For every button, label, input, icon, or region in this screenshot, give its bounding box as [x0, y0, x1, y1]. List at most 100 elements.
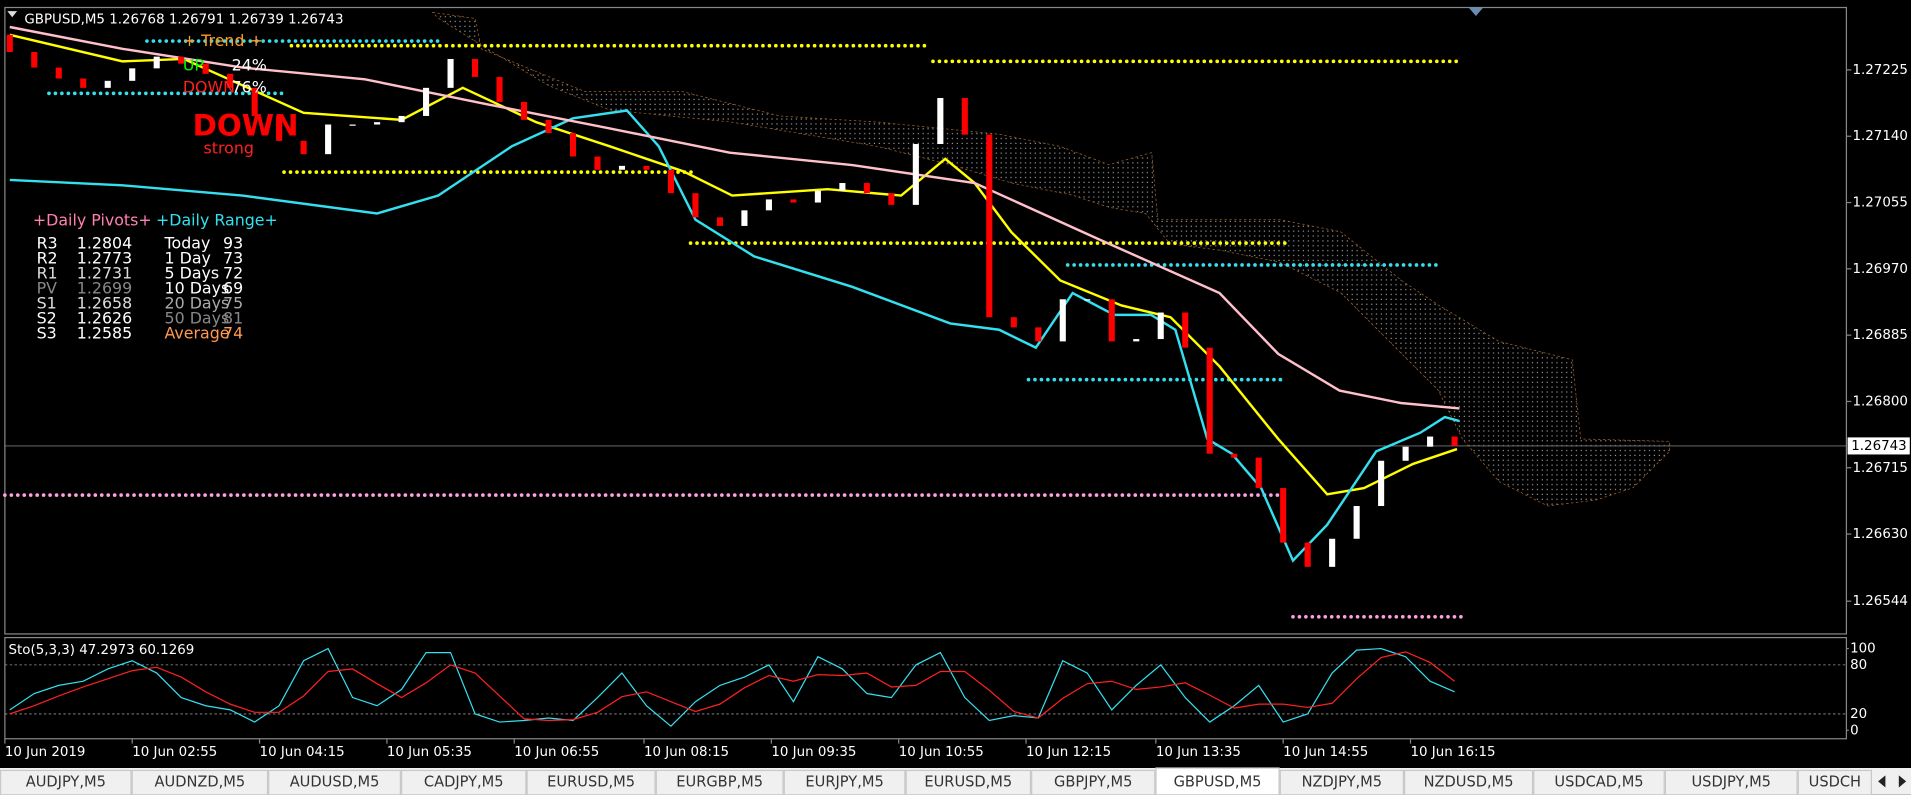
tab[interactable]: [0, 769, 132, 795]
range-value: 69: [223, 278, 243, 297]
pivot-name: R1: [37, 263, 58, 282]
candle-body: [1280, 488, 1287, 543]
tab-label[interactable]: USDCH: [1809, 774, 1861, 791]
tab-label[interactable]: NZDUSD,M5: [1424, 774, 1514, 791]
x-tick-label: 10 Jun 16:15: [1411, 745, 1496, 760]
tab[interactable]: [1155, 767, 1280, 795]
pivot-name: PV: [37, 278, 58, 297]
menu-arrow[interactable]: [7, 11, 18, 18]
y-tick-label: 1.26970: [1853, 262, 1908, 277]
x-tick-label: 10 Jun 06:55: [514, 745, 599, 760]
stochastic-line: [9, 647, 1455, 728]
tab-bar: AUDJPY,M5 AUDNZD,M5 AUDUSD,M5 CADJPY,M5 EURU…: [0, 767, 1911, 795]
y-tick-label: 1.26630: [1853, 527, 1908, 542]
candle-body: [790, 199, 797, 203]
y-tick-label: 1.26885: [1853, 328, 1908, 343]
tab-label[interactable]: USDJPY,M5: [1691, 774, 1770, 791]
candle-body: [888, 193, 895, 205]
y-tick-label: 1.26715: [1853, 461, 1908, 476]
tab[interactable]: [1664, 769, 1798, 795]
ichimoku-cloud: [431, 11, 1671, 507]
candle-body: [325, 124, 332, 155]
range-name: 10 Days: [165, 278, 230, 297]
tab-label[interactable]: USDCAD,M5: [1554, 774, 1643, 791]
candle-body: [129, 68, 136, 81]
tab-scroll-right[interactable]: [1898, 775, 1907, 788]
range-name: 1 Day: [165, 248, 211, 267]
candle-body: [986, 134, 993, 318]
tab-label[interactable]: AUDUSD,M5: [290, 774, 380, 791]
range-title: +Daily Range+: [156, 210, 278, 229]
tab[interactable]: [268, 769, 401, 795]
tab-label[interactable]: CADJPY,M5: [424, 774, 504, 791]
y-tick-label: 1.27140: [1853, 129, 1908, 144]
pivot-name: S1: [37, 293, 57, 312]
y-tick-label: 1.27055: [1853, 196, 1908, 211]
y-tick-label: 100: [1850, 642, 1876, 657]
tab-scroll-left[interactable]: [1878, 775, 1886, 788]
current-price-box: [1847, 437, 1910, 455]
candle-body: [863, 183, 870, 194]
tab-label[interactable]: EURGBP,M5: [676, 774, 763, 791]
range-value: 74: [223, 323, 243, 342]
x-tick-label: 10 Jun 12:15: [1026, 745, 1111, 760]
pivot-name: R2: [37, 248, 58, 267]
main-frame: [4, 6, 1848, 635]
tab[interactable]: [905, 769, 1032, 795]
range-name: 50 Days: [165, 308, 230, 327]
tab[interactable]: [783, 769, 906, 795]
tab-label[interactable]: EURUSD,M5: [924, 774, 1012, 791]
y-tick-label: 80: [1850, 658, 1867, 673]
pivot-value: 1.2773: [77, 248, 132, 267]
y-tick-label: 0: [1850, 723, 1859, 738]
candle-body: [1353, 505, 1360, 539]
candle-body: [1133, 339, 1140, 342]
tab-label[interactable]: EURUSD,M5: [547, 774, 635, 791]
current-price-label: 1.26743: [1851, 439, 1906, 454]
candle-body: [1329, 538, 1336, 567]
tab-label[interactable]: GBPUSD,M5: [1174, 774, 1262, 791]
tab[interactable]: [1279, 769, 1404, 795]
x-tick-label: 10 Jun 08:15: [644, 745, 729, 760]
range-value: 72: [223, 263, 243, 282]
candle-body: [667, 169, 675, 194]
pivot-value: 1.2626: [77, 308, 132, 327]
tab-label[interactable]: AUDNZD,M5: [155, 774, 246, 791]
candle-body: [447, 58, 454, 88]
candle-body: [1108, 299, 1115, 342]
indicator-line: [9, 109, 1460, 563]
candle-body: [496, 76, 503, 102]
trend-title: + Trend +: [183, 31, 263, 50]
range-name: 20 Days: [165, 293, 230, 312]
candle-body: [276, 115, 283, 141]
x-tick-label: 10 Jun 14:55: [1283, 745, 1368, 760]
stochastic-line: [9, 651, 1455, 722]
candle-body: [912, 144, 919, 205]
tab[interactable]: [1404, 769, 1534, 795]
candle-body: [300, 140, 307, 155]
candle-body: [349, 124, 356, 126]
x-tick-label: 10 Jun 2019: [5, 745, 86, 760]
pivot-value: 1.2585: [77, 323, 132, 342]
stochastic-title: Sto(5,3,3) 47.2973 60.1269: [9, 643, 195, 658]
range-value: 81: [223, 308, 243, 327]
y-tick-label: 1.26544: [1853, 594, 1908, 609]
candle-body: [374, 122, 381, 125]
candle-body: [1402, 446, 1409, 461]
tab-label[interactable]: NZDJPY,M5: [1302, 774, 1382, 791]
pivot-name: S2: [37, 308, 57, 327]
tab-label[interactable]: AUDJPY,M5: [26, 774, 106, 791]
candle-body: [594, 156, 601, 170]
x-tick-label: 10 Jun 13:35: [1156, 745, 1241, 760]
tab-label[interactable]: EURJPY,M5: [805, 774, 883, 791]
candle-body: [1451, 436, 1458, 446]
tab-scroll[interactable]: [1873, 770, 1910, 793]
tab-label[interactable]: GBPJPY,M5: [1054, 774, 1132, 791]
candle-body: [937, 97, 944, 145]
x-tick-label: 10 Jun 02:55: [132, 745, 217, 760]
range-value: 73: [223, 248, 243, 267]
candle-body: [251, 87, 258, 116]
tab[interactable]: [131, 769, 269, 795]
candle-body: [1059, 299, 1066, 342]
